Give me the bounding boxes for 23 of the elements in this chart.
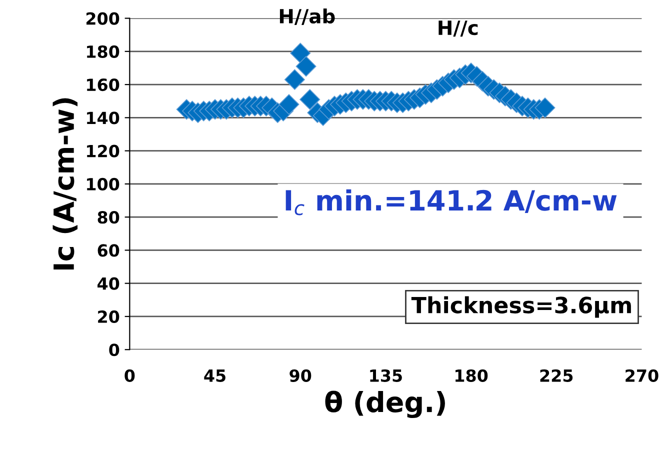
x-tick-label: 0 [124, 369, 135, 382]
annotation: I$_{c}$ min.=141.2 A/cm-w [286, 189, 617, 216]
x-axis-title: θ (deg.) [325, 390, 445, 418]
x-tick-label: 45 [204, 370, 226, 382]
y-tick-label: 60 [98, 244, 120, 257]
x-tick-label: 225 [540, 369, 573, 382]
y-tick-label: 80 [98, 211, 120, 224]
y-tick-label: 20 [98, 310, 120, 324]
y-tick-label: 200 [86, 12, 120, 25]
y-axis-title: Ic (A/cm-w) [52, 98, 78, 270]
annotation: Thickness=3.6μm [411, 296, 631, 318]
y-tick-label: 0 [109, 344, 120, 356]
y-tick-label: 180 [87, 45, 120, 58]
y-tick-label: 100 [87, 178, 120, 191]
x-tick-label: 135 [370, 369, 402, 382]
annotation: H//c [438, 20, 478, 37]
y-tick-label: 160 [87, 78, 120, 92]
x-tick-label: 90 [290, 369, 312, 382]
x-tick-label: 270 [626, 369, 658, 382]
x-tick-label: 180 [456, 369, 488, 382]
y-tick-label: 120 [87, 144, 120, 158]
y-tick-label: 40 [98, 277, 120, 290]
y-tick-label: 140 [87, 112, 120, 124]
